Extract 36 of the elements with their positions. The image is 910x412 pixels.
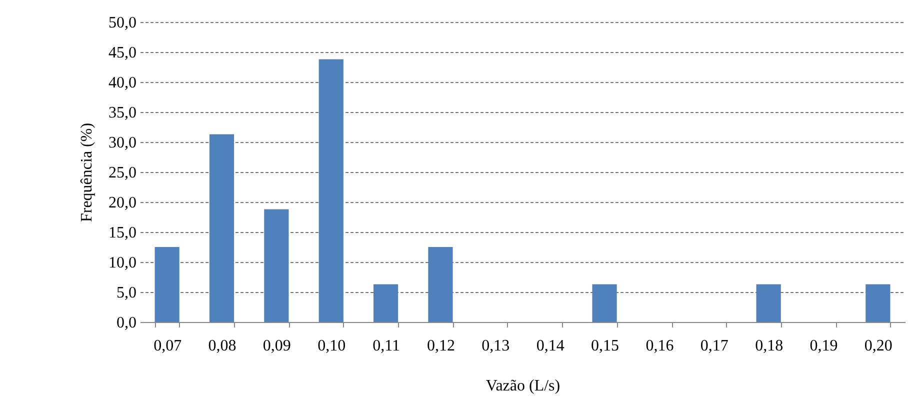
y-tick-label: 50,0 <box>108 14 136 32</box>
y-tick-label: 40,0 <box>108 74 136 92</box>
x-tick-label: 0,13 <box>482 338 510 354</box>
bar <box>154 247 180 322</box>
x-tick-label: 0,14 <box>536 338 564 354</box>
y-tick-label: 0,0 <box>116 314 136 332</box>
y-tick-label: 25,0 <box>108 164 136 182</box>
x-tick-label: 0,11 <box>372 338 400 354</box>
x-tick-label: 0,19 <box>810 338 838 354</box>
y-tick-label: 30,0 <box>108 134 136 152</box>
y-tick-label: 20,0 <box>108 194 136 212</box>
y-tick-label: 45,0 <box>108 44 136 62</box>
x-tick-label: 0,07 <box>154 338 182 354</box>
bar <box>866 284 890 322</box>
y-tick-label: 10,0 <box>108 254 136 272</box>
y-axis-title: Frequência (%) <box>78 122 96 222</box>
x-tick-label: 0,20 <box>864 338 892 354</box>
x-tick-label: 0,08 <box>208 338 236 354</box>
x-tick-label: 0,17 <box>700 338 728 354</box>
bar <box>592 284 617 322</box>
y-tick-label: 15,0 <box>108 224 136 242</box>
bar <box>373 284 398 322</box>
x-tick-label: 0,09 <box>262 338 291 354</box>
bar <box>428 247 453 322</box>
x-axis-title: Vazão (L/s) <box>486 378 560 394</box>
y-tick-label: 35,0 <box>108 104 136 122</box>
x-tick-label: 0,15 <box>591 338 620 354</box>
x-tick-label: 0,18 <box>755 338 784 354</box>
bar <box>756 284 781 322</box>
x-tick-label: 0,12 <box>426 338 455 354</box>
x-tick-label: 0,16 <box>646 338 674 354</box>
x-tick-label: 0,10 <box>318 338 346 354</box>
bar <box>209 134 234 322</box>
y-tick-label: 5,0 <box>116 284 136 302</box>
bar <box>318 59 344 322</box>
bar <box>264 209 289 322</box>
